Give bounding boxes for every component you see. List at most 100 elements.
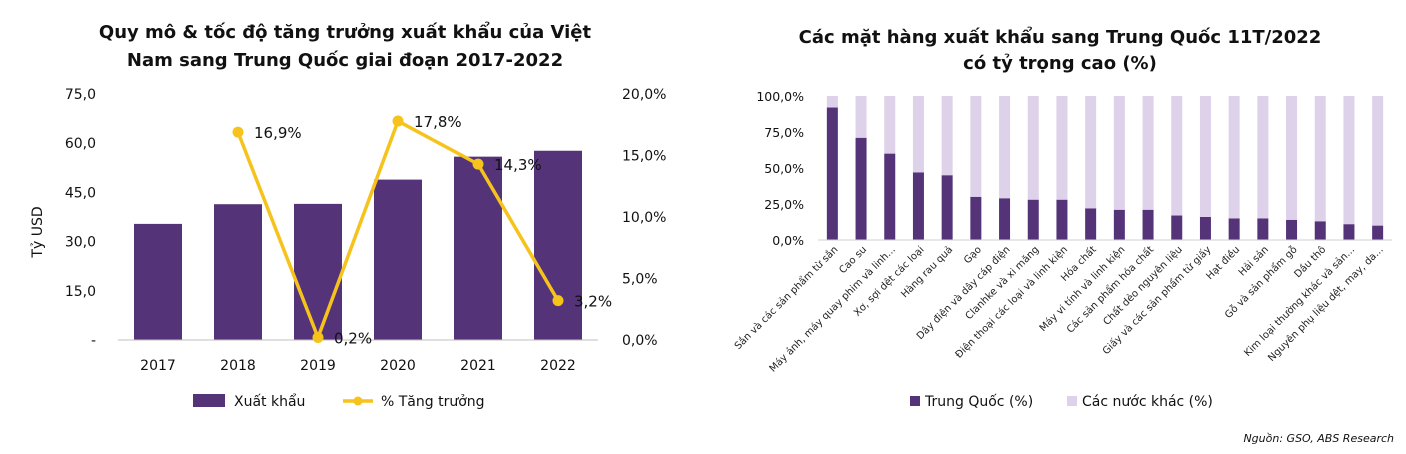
bar-others-share xyxy=(970,96,982,197)
legend-line-label: % Tăng trưởng xyxy=(381,394,485,410)
growth-data-label: 14,3% xyxy=(494,156,542,174)
source-note: Nguồn: GSO, ABS Research xyxy=(1243,432,1394,445)
legend-others-swatch xyxy=(1067,396,1077,406)
chart-2-title-line-2: có tỷ trọng cao (%) xyxy=(963,53,1157,74)
bar-china-share xyxy=(1343,224,1355,240)
legend-bar-swatch xyxy=(193,394,225,407)
category-label: Gạo xyxy=(962,244,984,266)
bar-china-share xyxy=(999,198,1011,240)
y-tick-label: 45,0 xyxy=(65,185,96,201)
chart-1-growth-points xyxy=(232,115,564,344)
bar-china-share xyxy=(1228,218,1240,240)
bar-china-share xyxy=(1286,219,1298,240)
bar-export xyxy=(214,204,262,340)
chart-1-title-line-2: Nam sang Trung Quốc giai đoạn 2017-2022 xyxy=(127,50,563,71)
y2-tick-label: 10,0% xyxy=(622,210,666,226)
bar-china-share xyxy=(970,196,982,240)
bar-china-share xyxy=(1199,216,1211,240)
bar-others-share xyxy=(999,96,1011,199)
bar-export xyxy=(534,150,582,340)
y-tick-label: 60,0 xyxy=(65,136,96,152)
growth-data-label: 16,9% xyxy=(254,124,302,142)
bar-others-share xyxy=(1027,96,1039,200)
bar-china-share xyxy=(941,175,953,240)
bar-others-share xyxy=(1314,96,1326,222)
bar-china-share xyxy=(884,153,896,240)
bar-china-share xyxy=(1113,209,1125,240)
bar-others-share xyxy=(1257,96,1269,219)
chart-share: Các mặt hàng xuất khẩu sang Trung Quốc 1… xyxy=(731,26,1394,445)
bar-others-share xyxy=(912,96,924,173)
x-tick-label: 2018 xyxy=(220,358,256,374)
bar-china-share xyxy=(1027,199,1039,240)
bar-others-share xyxy=(1286,96,1298,220)
bar-others-share xyxy=(884,96,896,154)
bar-china-share xyxy=(1257,218,1269,240)
bar-export xyxy=(294,203,342,340)
chart-1-left-y-ticks: - 15,0 30,0 45,0 60,0 75,0 xyxy=(65,87,96,349)
growth-point xyxy=(472,158,484,170)
bar-others-share xyxy=(1199,96,1211,217)
growth-point xyxy=(232,126,244,138)
growth-point xyxy=(552,295,564,307)
bar-others-share xyxy=(1113,96,1125,210)
y2-tick-label: 15,0% xyxy=(622,149,666,165)
bar-others-share xyxy=(1343,96,1355,225)
bar-others-share xyxy=(855,96,867,138)
bar-others-share xyxy=(1372,96,1384,226)
chart-1-y-axis-label: Tỷ USD xyxy=(30,206,46,258)
bar-others-share xyxy=(1171,96,1183,216)
bar-export xyxy=(134,223,182,340)
bar-others-share xyxy=(1228,96,1240,219)
bar-china-share xyxy=(912,172,924,240)
chart-1-x-ticks: 2017 2018 2019 2020 2021 2022 xyxy=(140,358,576,374)
y2-tick-label: 20,0% xyxy=(622,87,666,103)
bar-china-share xyxy=(1142,209,1154,240)
x-tick-label: 2020 xyxy=(380,358,416,374)
category-label: Hàng rau quả xyxy=(899,244,956,301)
chart-1-title-line-1: Quy mô & tốc độ tăng trưởng xuất khẩu củ… xyxy=(99,21,592,43)
bar-others-share xyxy=(1142,96,1154,210)
x-tick-label: 2017 xyxy=(140,358,176,374)
legend-others-label: Các nước khác (%) xyxy=(1082,394,1213,410)
y-tick-label: 100,0% xyxy=(756,89,804,104)
bar-others-share xyxy=(941,96,953,176)
bar-china-share xyxy=(1085,208,1097,240)
chart-1-right-y-ticks: 0,0% 5,0% 10,0% 15,0% 20,0% xyxy=(622,87,666,349)
bar-china-share xyxy=(826,107,838,241)
chart-2-bars xyxy=(826,96,1384,241)
y-tick-label: 25,0% xyxy=(764,197,804,212)
growth-data-label: 0,2% xyxy=(334,330,372,348)
x-tick-label: 2021 xyxy=(460,358,496,374)
y-tick-label: 50,0% xyxy=(764,161,804,176)
legend-line-marker xyxy=(353,396,363,406)
bar-china-share xyxy=(1372,225,1384,240)
y-tick-label: 15,0 xyxy=(65,284,96,300)
legend-china-label: Trung Quốc (%) xyxy=(924,393,1033,410)
x-tick-label: 2019 xyxy=(300,358,336,374)
legend-china-swatch xyxy=(910,396,920,406)
bar-china-share xyxy=(1056,199,1068,240)
growth-data-label: 17,8% xyxy=(414,113,462,131)
chart-growth: Quy mô & tốc độ tăng trưởng xuất khẩu củ… xyxy=(30,21,666,410)
x-tick-label: 2022 xyxy=(540,358,576,374)
bar-china-share xyxy=(855,137,867,240)
growth-point xyxy=(312,332,324,344)
chart-1-growth-labels: 16,9% 0,2% 17,8% 14,3% 3,2% xyxy=(254,113,612,347)
legend-bar-label: Xuất khẩu xyxy=(234,393,305,410)
chart-2-title-line-1: Các mặt hàng xuất khẩu sang Trung Quốc 1… xyxy=(799,26,1322,48)
bar-others-share xyxy=(1056,96,1068,200)
y-tick-label: - xyxy=(91,333,96,349)
bar-export xyxy=(454,156,502,340)
y-tick-label: 75,0 xyxy=(65,87,96,103)
y2-tick-label: 0,0% xyxy=(622,333,658,349)
bar-others-share xyxy=(1085,96,1097,209)
bar-others-share xyxy=(826,96,838,108)
bar-china-share xyxy=(1171,215,1183,240)
y-tick-label: 75,0% xyxy=(764,125,804,140)
y-tick-label: 30,0 xyxy=(65,235,96,251)
bar-export xyxy=(374,179,422,340)
category-label: Sắn và các sản phẩm từ sắn xyxy=(731,243,840,352)
